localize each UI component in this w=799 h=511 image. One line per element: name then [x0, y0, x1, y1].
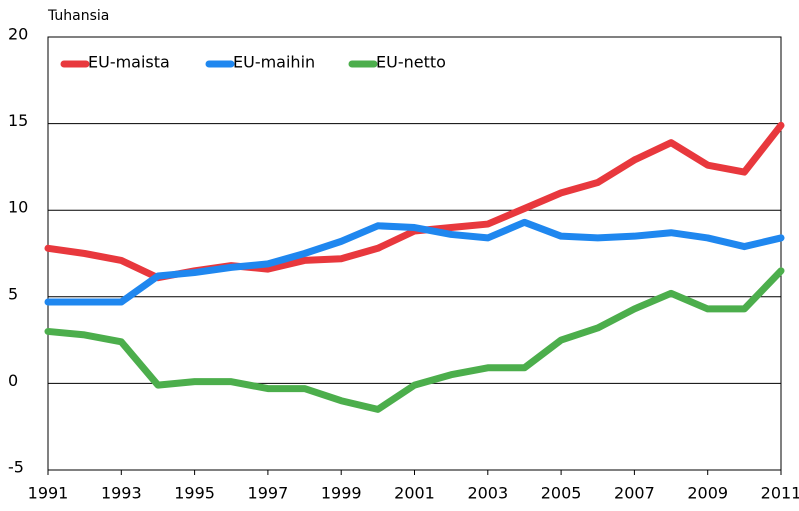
series-line: [44, 121, 785, 282]
y-axis-label: Tuhansia: [47, 8, 109, 24]
x-tick-label: 1995: [174, 484, 215, 503]
legend-label: EU-maihin: [233, 53, 315, 72]
x-tick-label: 2009: [687, 484, 728, 503]
y-tick-label: 15: [8, 111, 28, 130]
x-tick-label: 2005: [541, 484, 582, 503]
x-tick-label: 1991: [28, 484, 69, 503]
x-tick-label: 2001: [394, 484, 435, 503]
y-tick-label: 20: [8, 25, 28, 44]
x-tick-label: 2011: [761, 484, 799, 503]
x-tick-label: 1999: [321, 484, 362, 503]
y-tick-label: 0: [8, 371, 18, 390]
legend-label: EU-netto: [376, 53, 446, 72]
x-tick-label: 1997: [248, 484, 289, 503]
x-tick-label: 2007: [614, 484, 655, 503]
series-line: [44, 267, 785, 413]
series-line: [44, 218, 785, 306]
x-tick-label: 1993: [101, 484, 142, 503]
plot-border: [47, 36, 782, 471]
y-tick-label: 10: [8, 198, 28, 217]
y-tick-label: 5: [8, 284, 18, 303]
legend-label: EU-maista: [88, 53, 170, 72]
x-tick-label: 2003: [467, 484, 508, 503]
y-tick-label: -5: [8, 458, 24, 477]
